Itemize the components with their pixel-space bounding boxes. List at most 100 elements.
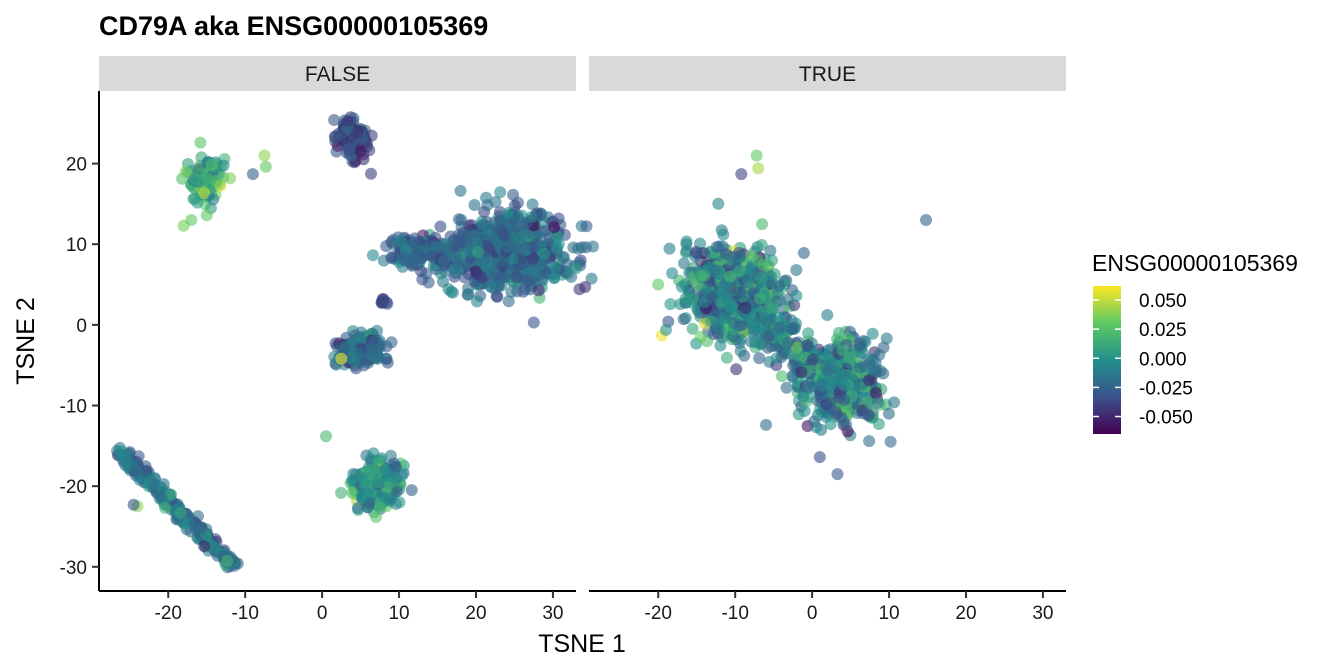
data-point: [709, 264, 722, 277]
data-point: [712, 197, 725, 210]
data-point: [338, 342, 351, 355]
data-point: [861, 395, 874, 408]
data-point: [513, 242, 526, 255]
data-point: [760, 418, 772, 431]
data-point: [200, 209, 213, 222]
chart-title: CD79A aka ENSG00000105369: [99, 11, 488, 41]
data-point: [859, 360, 871, 373]
data-point: [370, 511, 382, 523]
data-point: [694, 330, 707, 343]
data-point: [775, 351, 788, 364]
data-point: [498, 228, 511, 241]
panel-true-points: [652, 149, 932, 481]
data-point: [394, 235, 407, 248]
legend-tick-label: -0.025: [1139, 378, 1193, 399]
data-point: [664, 298, 677, 311]
facet-label-true: TRUE: [799, 63, 856, 86]
data-point: [791, 341, 804, 354]
data-point: [185, 214, 198, 226]
data-point: [358, 476, 371, 489]
data-point: [798, 405, 811, 417]
data-point: [462, 288, 475, 301]
data-point: [587, 240, 599, 253]
data-point: [357, 359, 370, 372]
data-point: [548, 260, 561, 273]
legend-tick-label: 0.050: [1139, 291, 1187, 312]
data-point: [486, 266, 499, 279]
data-point: [831, 333, 844, 346]
data-point: [356, 490, 369, 503]
data-point: [210, 175, 223, 188]
x-tick-label: 20: [955, 603, 976, 624]
data-point: [538, 247, 551, 260]
data-point: [377, 293, 390, 306]
data-point: [790, 350, 803, 362]
data-point: [844, 351, 857, 364]
data-point: [472, 246, 484, 259]
data-point: [678, 257, 690, 270]
data-point: [335, 352, 348, 365]
data-point: [446, 286, 459, 299]
data-point: [365, 129, 378, 142]
data-point: [335, 486, 348, 499]
data-point: [512, 232, 525, 245]
data-point: [430, 240, 443, 253]
data-point: [802, 390, 815, 403]
x-tick-label: 10: [388, 603, 409, 624]
data-point: [343, 142, 356, 155]
x-tick-label: -20: [155, 603, 182, 624]
data-point: [888, 396, 901, 409]
data-point: [405, 484, 418, 497]
axis-ticks: -30 -20 -10 0 10 20 -20 -10 0 10 20 30 -20 -10 0 10 20 30: [60, 155, 1054, 624]
legend-ticks: 0.050 0.025 0.000 -0.025 -0.050: [1093, 291, 1193, 429]
data-point: [869, 387, 882, 399]
data-point: [320, 430, 332, 443]
data-point: [195, 167, 208, 180]
data-point: [752, 162, 765, 175]
data-point: [685, 296, 698, 309]
y-tick-label: -30: [60, 558, 87, 579]
data-point: [205, 159, 218, 171]
data-point: [434, 220, 447, 233]
y-tick-label: -10: [60, 397, 87, 418]
data-point: [866, 327, 879, 340]
data-point: [834, 411, 847, 424]
data-point: [121, 456, 134, 469]
data-point: [217, 159, 230, 172]
data-point: [341, 115, 354, 127]
data-point: [575, 241, 588, 254]
data-point: [753, 292, 766, 305]
data-point: [354, 145, 367, 158]
data-point: [475, 271, 488, 284]
data-point: [795, 366, 808, 379]
data-point: [520, 217, 533, 229]
data-point: [734, 345, 747, 357]
data-point: [552, 212, 565, 225]
data-point: [762, 330, 775, 343]
data-point: [471, 236, 484, 249]
data-point: [258, 149, 271, 162]
data-point: [790, 289, 803, 302]
data-point: [686, 322, 699, 335]
data-point: [246, 168, 259, 181]
data-point: [801, 382, 814, 394]
legend-tick-label: 0.025: [1139, 320, 1187, 341]
data-point: [128, 465, 141, 478]
data-point: [365, 167, 377, 180]
data-point: [741, 276, 754, 289]
data-point: [328, 114, 341, 126]
data-point: [528, 265, 541, 278]
data-point: [440, 242, 453, 255]
data-point: [471, 295, 483, 308]
data-point: [786, 322, 799, 335]
data-point: [884, 435, 897, 448]
data-point: [724, 250, 737, 263]
x-tick-label: 0: [317, 603, 328, 624]
data-point: [179, 165, 192, 178]
data-point: [705, 291, 718, 304]
data-point: [690, 247, 703, 260]
data-point: [351, 502, 364, 515]
data-point: [484, 280, 497, 293]
data-point: [755, 239, 768, 251]
data-point: [490, 290, 503, 303]
